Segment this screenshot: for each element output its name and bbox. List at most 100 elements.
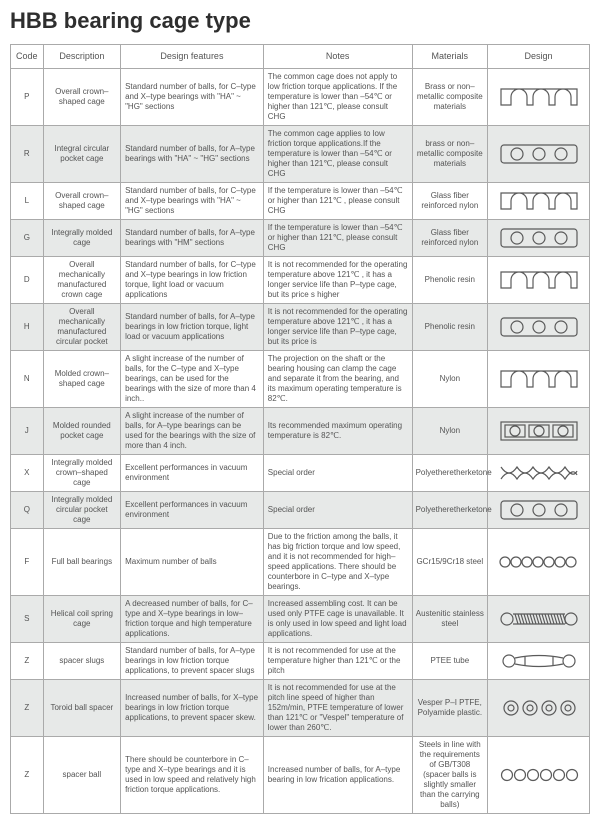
cell-materials: Brass or non–metallic composite material… [412, 69, 487, 126]
bearing-table: Code Description Design features Notes M… [10, 44, 590, 814]
cell-code: Q [11, 492, 44, 529]
table-row: P Overall crown–shaped cage Standard num… [11, 69, 590, 126]
table-row: Q Integrally molded circular pocket cage… [11, 492, 590, 529]
cell-design [488, 680, 590, 737]
table-row: N Molded crown–shaped cage A slight incr… [11, 351, 590, 408]
cell-design [488, 351, 590, 408]
cell-notes: It is not recommended for use at the tem… [263, 643, 412, 680]
cell-features: Excellent performances in vacuum environ… [121, 455, 264, 492]
cell-notes: Increased number of balls, for A–type be… [263, 737, 412, 814]
cell-code: N [11, 351, 44, 408]
cell-materials: Phenolic resin [412, 304, 487, 351]
header-code: Code [11, 45, 44, 69]
cell-features: A decreased number of balls, for C–type … [121, 596, 264, 643]
cell-code: J [11, 408, 44, 455]
cell-features: Standard number of balls, for C–type and… [121, 69, 264, 126]
table-row: X Integrally molded crown–shaped cage Ex… [11, 455, 590, 492]
cell-code: G [11, 220, 44, 257]
header-description: Description [43, 45, 120, 69]
cell-materials: Polyetheretherketone [412, 455, 487, 492]
cell-design [488, 183, 590, 220]
cell-notes: The common cage does not apply to low fr… [263, 69, 412, 126]
cell-features: A slight increase of the number of balls… [121, 408, 264, 455]
cell-design [488, 455, 590, 492]
cell-description: Molded rounded pocket cage [43, 408, 120, 455]
cell-description: Overall mechanically manufactured crown … [43, 257, 120, 304]
cell-code: X [11, 455, 44, 492]
cell-materials: PTEE tube [412, 643, 487, 680]
cell-description: Overall crown–shaped cage [43, 183, 120, 220]
cell-materials: Nylon [412, 351, 487, 408]
cell-code: S [11, 596, 44, 643]
cell-materials: Vesper P–I PTFE, Polyamide plastic. [412, 680, 487, 737]
cell-notes: The projection on the shaft or the beari… [263, 351, 412, 408]
cell-design [488, 257, 590, 304]
header-design: Design [488, 45, 590, 69]
cell-notes: Increased assembling cost. It can be use… [263, 596, 412, 643]
cell-design [488, 643, 590, 680]
cell-code: R [11, 126, 44, 183]
cell-design [488, 126, 590, 183]
cell-description: Toroid ball spacer [43, 680, 120, 737]
cell-notes: Special order [263, 455, 412, 492]
cell-design [488, 220, 590, 257]
cell-materials: brass or non–metallic composite material… [412, 126, 487, 183]
header-materials: Materials [412, 45, 487, 69]
cell-description: Integrally molded cage [43, 220, 120, 257]
cell-notes: It is not recommended for use at the pit… [263, 680, 412, 737]
cell-features: Standard number of balls, for A–type bea… [121, 643, 264, 680]
cell-description: Helical coil spring cage [43, 596, 120, 643]
cell-code: Z [11, 737, 44, 814]
cell-code: L [11, 183, 44, 220]
cell-materials: Austenitic stainless steel [412, 596, 487, 643]
cell-materials: Steels in line with the requirements of … [412, 737, 487, 814]
table-row: Z Toroid ball spacer Increased number of… [11, 680, 590, 737]
cell-notes: The common cage applies to low friction … [263, 126, 412, 183]
table-row: S Helical coil spring cage A decreased n… [11, 596, 590, 643]
cell-design [488, 737, 590, 814]
header-notes: Notes [263, 45, 412, 69]
cell-description: spacer ball [43, 737, 120, 814]
table-row: R Integral circular pocket cage Standard… [11, 126, 590, 183]
cell-code: F [11, 529, 44, 596]
cell-description: Full ball bearings [43, 529, 120, 596]
cell-materials: Glass fiber reinforced nylon [412, 220, 487, 257]
cell-materials: Phenolic resin [412, 257, 487, 304]
table-row: D Overall mechanically manufactured crow… [11, 257, 590, 304]
page-title: HBB bearing cage type [10, 8, 590, 34]
cell-features: Standard number of balls, for A–type bea… [121, 126, 264, 183]
cell-features: Increased number of balls, for X–type be… [121, 680, 264, 737]
cell-code: Z [11, 643, 44, 680]
cell-features: Standard number of balls, for A–type bea… [121, 220, 264, 257]
cell-notes: It is not recommended for the operating … [263, 257, 412, 304]
cell-materials: Nylon [412, 408, 487, 455]
header-features: Design features [121, 45, 264, 69]
cell-code: P [11, 69, 44, 126]
table-row: L Overall crown–shaped cage Standard num… [11, 183, 590, 220]
cell-code: D [11, 257, 44, 304]
cell-notes: Its recommended maximum operating temper… [263, 408, 412, 455]
cell-description: Overall crown–shaped cage [43, 69, 120, 126]
cell-design [488, 408, 590, 455]
header-row: Code Description Design features Notes M… [11, 45, 590, 69]
cell-description: Overall mechanically manufactured circul… [43, 304, 120, 351]
cell-code: Z [11, 680, 44, 737]
cell-description: Integral circular pocket cage [43, 126, 120, 183]
cell-materials: Glass fiber reinforced nylon [412, 183, 487, 220]
table-row: Z spacer slugs Standard number of balls,… [11, 643, 590, 680]
cell-code: H [11, 304, 44, 351]
cell-design [488, 529, 590, 596]
cell-features: Standard number of balls, for C–type and… [121, 257, 264, 304]
table-row: F Full ball bearings Maximum number of b… [11, 529, 590, 596]
cell-description: Integrally molded circular pocket cage [43, 492, 120, 529]
cell-notes: If the temperature is lower than –54℃ or… [263, 183, 412, 220]
cell-notes: Due to the friction among the balls, it … [263, 529, 412, 596]
cell-features: A slight increase of the number of balls… [121, 351, 264, 408]
cell-features: Standard number of balls, for C–type and… [121, 183, 264, 220]
cell-notes: If the temperature is lower than –54℃ or… [263, 220, 412, 257]
cell-design [488, 492, 590, 529]
cell-features: There should be counterbore in C–type an… [121, 737, 264, 814]
cell-description: Integrally molded crown–shaped cage [43, 455, 120, 492]
cell-design [488, 596, 590, 643]
cell-design [488, 69, 590, 126]
